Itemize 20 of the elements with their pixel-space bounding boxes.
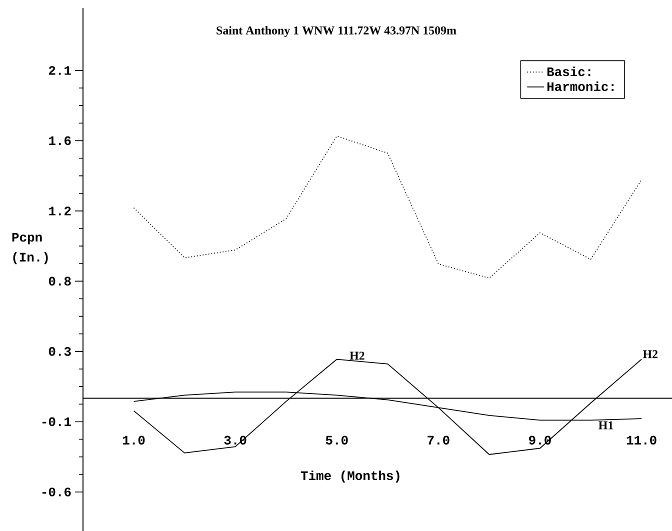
x-tick-label: 11.0 [626, 436, 656, 445]
y-tick-label: -0.6 [42, 488, 71, 496]
y-tick-label: 0.3 [48, 347, 71, 356]
y-tick-label: 0.8 [48, 276, 71, 286]
y-tick-label: 2.1 [48, 66, 71, 75]
y-tick-label: -0.1 [42, 417, 71, 426]
line-series [133, 136, 642, 279]
y-tick-label: 1.2 [49, 206, 71, 216]
y-axis-title: Pcpn (In.) [12, 233, 48, 264]
legend-label: Harmonic: [547, 82, 614, 92]
legend-label: Basic: [547, 66, 590, 76]
text: Saint Anthony 1 WNW 111.72W 43.97N 1509m [216, 26, 456, 37]
x-tick-label: 5.0 [326, 436, 348, 445]
annotation: H2 [350, 352, 364, 360]
y-tick-label: 1.6 [49, 136, 71, 146]
annotation: H1 [598, 421, 614, 430]
x-axis-title: Time (Months) [300, 470, 400, 483]
x-tick-label: 1.0 [122, 436, 145, 445]
x-tick-label: 7.0 [428, 436, 450, 445]
annotation: H2 [642, 350, 658, 358]
